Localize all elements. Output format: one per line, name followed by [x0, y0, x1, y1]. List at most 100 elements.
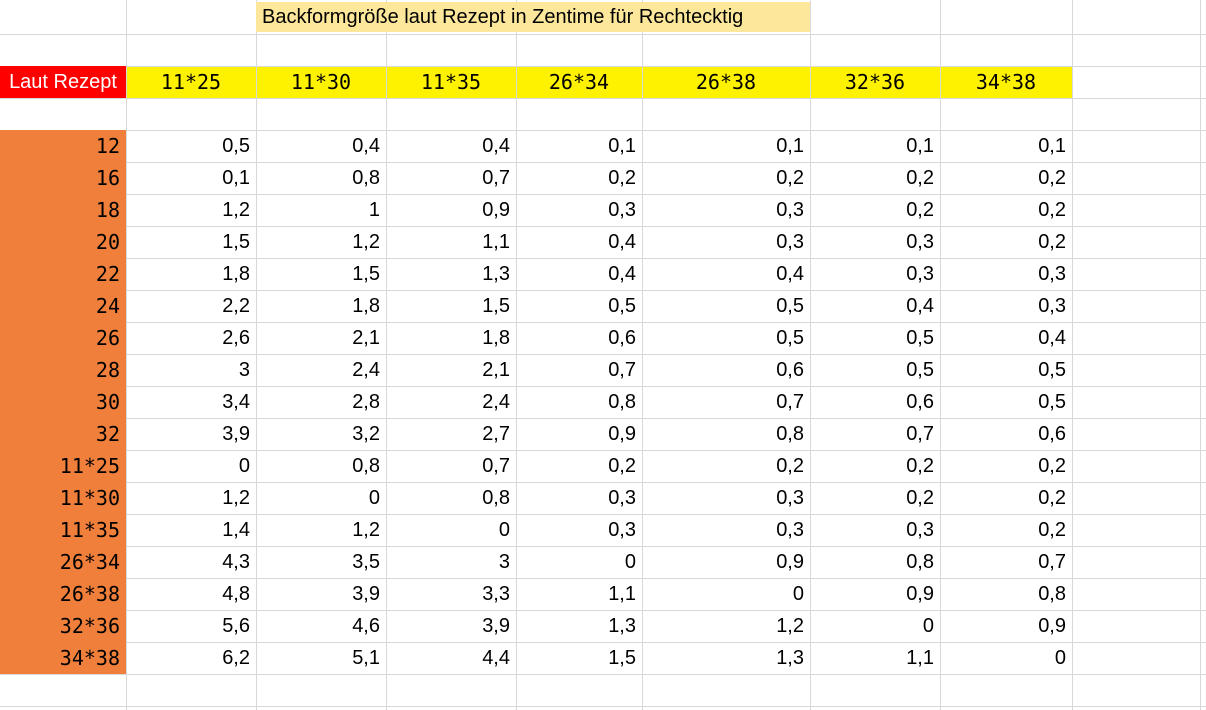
row-label-cell[interactable]: 30	[0, 386, 126, 418]
value-cell[interactable]: 0	[922, 615, 934, 637]
value-cell[interactable]: 4,8	[222, 583, 250, 605]
row-label-cell[interactable]: 28	[0, 354, 126, 386]
value-cell[interactable]: 0,6	[776, 359, 804, 381]
value-cell[interactable]: 4,4	[482, 647, 510, 669]
value-cell[interactable]: 0,4	[776, 263, 804, 285]
row-label-cell[interactable]: 11*35	[0, 514, 126, 546]
value-cell[interactable]: 3,2	[352, 423, 380, 445]
value-cell[interactable]: 0,2	[906, 167, 934, 189]
value-cell[interactable]: 0,7	[608, 359, 636, 381]
value-cell[interactable]: 1,2	[352, 231, 380, 253]
column-header-cell[interactable]: 32*36	[844, 70, 906, 94]
value-cell[interactable]: 0,2	[776, 167, 804, 189]
value-cell[interactable]: 0,5	[1038, 359, 1066, 381]
row-label-cell[interactable]: 16	[0, 162, 126, 194]
value-cell[interactable]: 1,5	[352, 263, 380, 285]
row-label-cell[interactable]: 26*34	[0, 546, 126, 578]
row-label-cell[interactable]: 12	[0, 130, 126, 162]
value-cell[interactable]: 1,3	[482, 263, 510, 285]
column-header-cell[interactable]: 26*34	[548, 70, 610, 94]
row-label-cell[interactable]: 18	[0, 194, 126, 226]
value-cell[interactable]: 0,5	[906, 327, 934, 349]
value-cell[interactable]: 0,5	[776, 295, 804, 317]
value-cell[interactable]: 5,1	[352, 647, 380, 669]
value-cell[interactable]: 0,3	[776, 231, 804, 253]
value-cell[interactable]: 3,5	[352, 551, 380, 573]
value-cell[interactable]: 0,3	[776, 199, 804, 221]
value-cell[interactable]: 0,8	[906, 551, 934, 573]
value-cell[interactable]: 0,8	[608, 391, 636, 413]
value-cell[interactable]: 0,4	[608, 263, 636, 285]
value-cell[interactable]: 0,5	[608, 295, 636, 317]
value-cell[interactable]: 1,5	[222, 231, 250, 253]
value-cell[interactable]: 2,8	[352, 391, 380, 413]
value-cell[interactable]: 0,1	[906, 135, 934, 157]
value-cell[interactable]: 1,8	[352, 295, 380, 317]
row-label-cell[interactable]: 34*38	[0, 642, 126, 674]
value-cell[interactable]: 0,4	[1038, 327, 1066, 349]
value-cell[interactable]: 0,2	[906, 487, 934, 509]
value-cell[interactable]: 0,3	[1038, 263, 1066, 285]
value-cell[interactable]: 0,2	[608, 167, 636, 189]
value-cell[interactable]: 3	[238, 359, 250, 381]
value-cell[interactable]: 1,3	[776, 647, 804, 669]
value-cell[interactable]: 3	[498, 551, 510, 573]
value-cell[interactable]: 1,2	[352, 519, 380, 541]
value-cell[interactable]: 2,1	[352, 327, 380, 349]
value-cell[interactable]: 0,2	[1038, 231, 1066, 253]
value-cell[interactable]: 0,7	[776, 391, 804, 413]
value-cell[interactable]: 0,2	[906, 199, 934, 221]
value-cell[interactable]: 2,1	[482, 359, 510, 381]
value-cell[interactable]: 1	[368, 199, 380, 221]
value-cell[interactable]: 6,2	[222, 647, 250, 669]
value-cell[interactable]: 0,2	[1038, 519, 1066, 541]
value-cell[interactable]: 0,3	[906, 263, 934, 285]
row-label-cell[interactable]: 32*36	[0, 610, 126, 642]
value-cell[interactable]: 0,9	[608, 423, 636, 445]
value-cell[interactable]: 1,3	[608, 615, 636, 637]
value-cell[interactable]: 0,8	[352, 167, 380, 189]
value-cell[interactable]: 0,6	[906, 391, 934, 413]
value-cell[interactable]: 1,2	[222, 199, 250, 221]
value-cell[interactable]: 0,1	[776, 135, 804, 157]
value-cell[interactable]: 0,3	[776, 487, 804, 509]
value-cell[interactable]: 1,1	[608, 583, 636, 605]
value-cell[interactable]: 0,5	[1038, 391, 1066, 413]
value-cell[interactable]: 0,8	[352, 455, 380, 477]
column-header-cell[interactable]: 11*30	[290, 70, 352, 94]
value-cell[interactable]: 0,9	[482, 199, 510, 221]
value-cell[interactable]: 1,1	[906, 647, 934, 669]
value-cell[interactable]: 3,4	[222, 391, 250, 413]
value-cell[interactable]: 0	[498, 519, 510, 541]
value-cell[interactable]: 2,7	[482, 423, 510, 445]
row-label-cell[interactable]: 24	[0, 290, 126, 322]
value-cell[interactable]: 1,5	[482, 295, 510, 317]
value-cell[interactable]: 0,8	[482, 487, 510, 509]
value-cell[interactable]: 2,2	[222, 295, 250, 317]
value-cell[interactable]: 0,5	[906, 359, 934, 381]
value-cell[interactable]: 0,3	[1038, 295, 1066, 317]
value-cell[interactable]: 0	[792, 583, 804, 605]
value-cell[interactable]: 0,2	[1038, 167, 1066, 189]
row-label-cell[interactable]: 26*38	[0, 578, 126, 610]
row-label-cell[interactable]: 11*30	[0, 482, 126, 514]
row-label-cell[interactable]: 32	[0, 418, 126, 450]
value-cell[interactable]: 3,9	[222, 423, 250, 445]
value-cell[interactable]: 0,7	[482, 167, 510, 189]
value-cell[interactable]: 0,9	[1038, 615, 1066, 637]
column-header-cell[interactable]: 11*35	[420, 70, 482, 94]
value-cell[interactable]: 0,2	[1038, 455, 1066, 477]
value-cell[interactable]: 0,2	[776, 455, 804, 477]
value-cell[interactable]: 1,1	[482, 231, 510, 253]
value-cell[interactable]: 4,6	[352, 615, 380, 637]
value-cell[interactable]: 3,9	[352, 583, 380, 605]
row-label-cell[interactable]: 20	[0, 226, 126, 258]
value-cell[interactable]: 0	[368, 487, 380, 509]
row-label-cell[interactable]: 22	[0, 258, 126, 290]
value-cell[interactable]: 0,4	[352, 135, 380, 157]
value-cell[interactable]: 1,2	[222, 487, 250, 509]
value-cell[interactable]: 3,9	[482, 615, 510, 637]
value-cell[interactable]: 0,3	[776, 519, 804, 541]
value-cell[interactable]: 0,7	[1038, 551, 1066, 573]
value-cell[interactable]: 0	[624, 551, 636, 573]
